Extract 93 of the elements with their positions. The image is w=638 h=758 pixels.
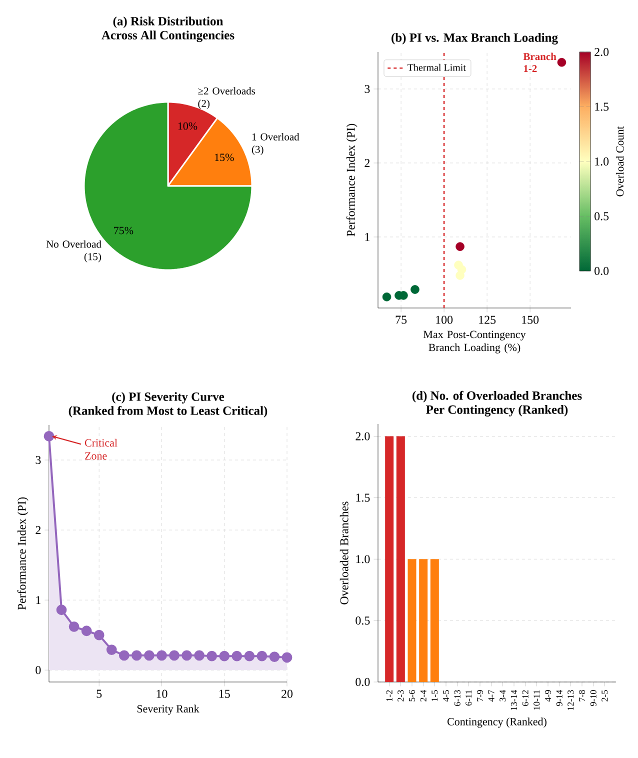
x-tick-label: 5-6 [408, 690, 416, 702]
y-tick-label: 1.5 [356, 494, 370, 502]
point [219, 650, 230, 662]
data-label: 15% [215, 154, 234, 162]
x-axis-title: Max Post-Contingency Branch Loading (%) [423, 330, 526, 354]
chart-subtitle: (Ranked from Most to Least Critical) [68, 406, 268, 418]
point [44, 431, 54, 442]
point [557, 58, 566, 67]
y-axis-title: Overloaded Branches [340, 502, 348, 604]
slice-label: No Overload (15) [46, 240, 102, 262]
color-bar-label: 1.5 [595, 102, 609, 111]
y-tick-label: 1 [365, 233, 370, 241]
x-tick-label: 2-3 [398, 690, 404, 702]
chart-title: (a) Risk Distribution [113, 16, 224, 28]
point [244, 650, 255, 662]
color-bar-label: 0.5 [594, 212, 609, 220]
y-tick-label: 3 [364, 84, 370, 94]
y-axis-title: Performance Index (PI) [346, 124, 358, 236]
point [131, 650, 142, 661]
point [156, 650, 167, 661]
x-tick-label: 5 [96, 690, 102, 698]
x-tick-label: 10 [156, 690, 168, 698]
color-bar-title: Overload Count [616, 126, 624, 196]
y-tick-label: 2 [364, 159, 370, 167]
point [81, 626, 92, 636]
x-tick-label: 4-9 [544, 690, 552, 702]
point [169, 650, 180, 661]
y-tick-label: 3 [36, 456, 41, 464]
point [194, 650, 205, 661]
data-label: 75% [114, 226, 134, 234]
x-tick-label: 7-8 [578, 690, 586, 702]
x-tick-label: 6-13 [454, 690, 460, 706]
y-tick-label: 0.0 [356, 678, 370, 686]
point [456, 242, 464, 251]
x-tick-label: 1-2 [386, 690, 392, 702]
x-tick-label: 100 [436, 316, 453, 324]
point [282, 652, 292, 663]
slice-label: ≥2 Overloads (2) [198, 87, 256, 110]
chart-title: (b) PI vs. Max Branch Loading [392, 33, 558, 44]
x-tick-label: 6-11 [466, 690, 472, 706]
point [144, 650, 154, 661]
y-tick-label: 0 [36, 666, 41, 674]
x-tick-label: 150 [522, 316, 539, 324]
x-axis-title: Severity Rank [137, 704, 200, 715]
color-bar-label: 1.0 [595, 157, 609, 166]
y-tick-label: 2 [36, 526, 41, 534]
x-tick-label: 75 [396, 316, 407, 324]
point [106, 644, 117, 655]
chart-title: (c) PI Severity Curve [112, 392, 224, 404]
x-tick-label: 9-10 [590, 690, 596, 706]
point [456, 271, 464, 280]
point [94, 630, 104, 640]
chart-subtitle: Per Contingency (Ranked) [426, 405, 568, 416]
x-tick-label: 125 [479, 316, 496, 324]
x-tick-label: 13-14 [510, 690, 518, 710]
x-tick-label: 4-5 [442, 690, 450, 702]
slice-label: 1 Overload (3) [252, 133, 300, 156]
x-tick-label: 20 [282, 690, 293, 698]
chart-title: (d) No. of Overloaded Branches [412, 390, 582, 402]
x-tick-label: 3-4 [500, 690, 506, 702]
point [256, 650, 268, 662]
ref-line-label: Thermal Limit [408, 64, 466, 71]
annotation: Branch 1-2 [523, 52, 556, 72]
y-tick-label: 2.0 [356, 432, 370, 440]
y-axis-title: Performance Index (PI) [17, 497, 28, 610]
color-bar-label: 2.0 [594, 48, 609, 56]
point [410, 285, 420, 294]
y-tick-label: 0.5 [356, 616, 370, 625]
x-tick-label: 6-12 [522, 690, 528, 706]
x-tick-label: 2-4 [420, 690, 426, 702]
point [269, 652, 280, 662]
x-tick-label: 4-7 [488, 690, 494, 702]
x-axis-title: Contingency (Ranked) [448, 718, 546, 728]
point [56, 604, 67, 616]
x-tick-label: 1-5 [432, 690, 438, 702]
point [232, 650, 242, 662]
x-tick-label: 2-5 [602, 690, 608, 702]
point [182, 650, 192, 661]
chart-subtitle: Across All Contingencies [102, 30, 234, 42]
point [206, 650, 218, 662]
x-tick-label: 15 [219, 690, 230, 698]
y-tick-label: 1 [36, 596, 40, 604]
point [118, 650, 130, 661]
x-tick-label: 7-9 [476, 690, 484, 702]
annotation: Critical Zone [84, 438, 118, 460]
point [68, 621, 80, 632]
y-tick-label: 1.0 [356, 555, 370, 564]
x-tick-label: 9-14 [556, 690, 562, 706]
data-label: 10% [178, 122, 198, 130]
x-tick-label: 10-11 [534, 690, 540, 710]
x-tick-label: 12-13 [568, 690, 574, 710]
color-bar-label: 0.0 [594, 266, 609, 276]
point [382, 292, 392, 302]
